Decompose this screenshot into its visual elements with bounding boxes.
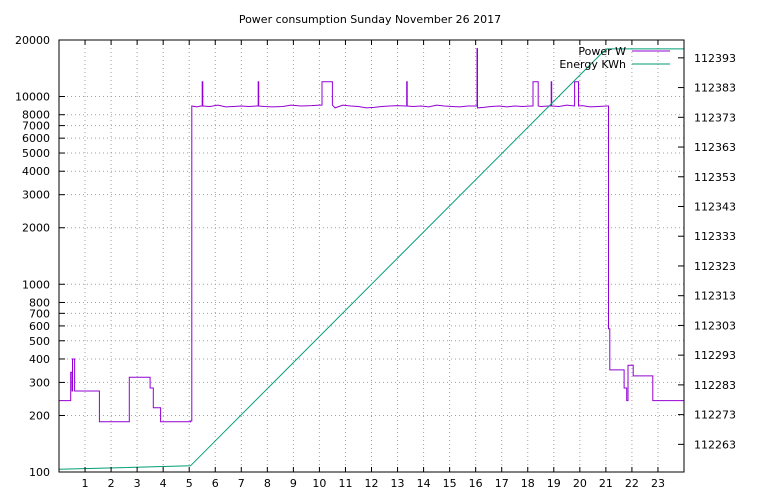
x-tick-label: 19 — [547, 477, 561, 490]
x-tick-label: 8 — [264, 477, 271, 490]
series-layer — [58, 48, 684, 470]
x-tick-label: 22 — [625, 477, 639, 490]
x-tick-label: 2 — [108, 477, 115, 490]
y2-tick-label: 112313 — [694, 290, 736, 303]
x-tick-label: 7 — [238, 477, 245, 490]
axes-layer: 1 2 3 4 5 6 7 8 9 10 11 12 13 14 15 16 17 18 19 20 21 22 23200… — [15, 34, 736, 490]
x-tick-label: 11 — [338, 477, 352, 490]
y2-tick-label: 112303 — [694, 319, 736, 332]
y-tick-label: 3000 — [22, 189, 50, 202]
y2-tick-label: 112283 — [694, 379, 736, 392]
legend-label-power: Power W — [578, 45, 626, 58]
x-tick-label: 14 — [417, 477, 431, 490]
x-tick-label: 13 — [391, 477, 405, 490]
y2-tick-label: 112363 — [694, 141, 736, 154]
y-tick-label: 200 — [29, 409, 50, 422]
y2-tick-label: 112323 — [694, 260, 736, 273]
y-tick-label: 10000 — [15, 91, 50, 104]
y2-tick-label: 112343 — [694, 200, 736, 213]
x-tick-label: 4 — [160, 477, 167, 490]
x-tick-label: 1 — [82, 477, 89, 490]
chart-title: Power consumption Sunday November 26 201… — [239, 13, 501, 26]
y-tick-label: 4000 — [22, 165, 50, 178]
y-tick-label: 500 — [29, 335, 50, 348]
plot-frame — [58, 39, 685, 473]
series-line-power — [59, 48, 684, 423]
grid-lines — [59, 39, 684, 473]
x-tick-label: 12 — [365, 477, 379, 490]
y2-tick-label: 112383 — [694, 82, 736, 95]
x-tick-label: 16 — [469, 477, 483, 490]
y2-tick-label: 112373 — [694, 111, 736, 124]
y-tick-label: 6000 — [22, 132, 50, 145]
legend: Power W Energy KWh — [559, 45, 670, 71]
y-tick-label: 600 — [29, 320, 50, 333]
x-tick-label: 21 — [599, 477, 613, 490]
x-tick-label: 9 — [290, 477, 297, 490]
y-tick-label: 7000 — [22, 120, 50, 133]
x-tick-label: 6 — [212, 477, 219, 490]
y-tick-label: 400 — [29, 353, 50, 366]
x-tick-label: 5 — [186, 477, 193, 490]
y2-tick-label: 112263 — [694, 438, 736, 451]
y-tick-label: 20000 — [15, 34, 50, 47]
y-tick-label: 800 — [29, 296, 50, 309]
y-tick-label: 300 — [29, 376, 50, 389]
y-tick-label: 8000 — [22, 109, 50, 122]
y2-tick-label: 112353 — [694, 171, 736, 184]
y-tick-label: 5000 — [22, 147, 50, 160]
y2-tick-label: 112273 — [694, 409, 736, 422]
x-tick-label: 3 — [134, 477, 141, 490]
y-tick-label: 700 — [29, 307, 50, 320]
x-tick-label: 15 — [443, 477, 457, 490]
x-tick-label: 23 — [651, 477, 665, 490]
series-line-energy — [58, 48, 684, 470]
y-tick-label: 2000 — [22, 222, 50, 235]
y2-tick-label: 112333 — [694, 230, 736, 243]
x-tick-label: 17 — [495, 477, 509, 490]
x-tick-label: 20 — [573, 477, 587, 490]
y-tick-label: 100 — [29, 466, 50, 479]
y2-tick-label: 112293 — [694, 349, 736, 362]
x-tick-label: 18 — [521, 477, 535, 490]
y2-tick-label: 112393 — [694, 52, 736, 65]
x-tick-label: 10 — [312, 477, 326, 490]
legend-label-energy: Energy KWh — [559, 58, 626, 71]
y-tick-label: 1000 — [22, 278, 50, 291]
